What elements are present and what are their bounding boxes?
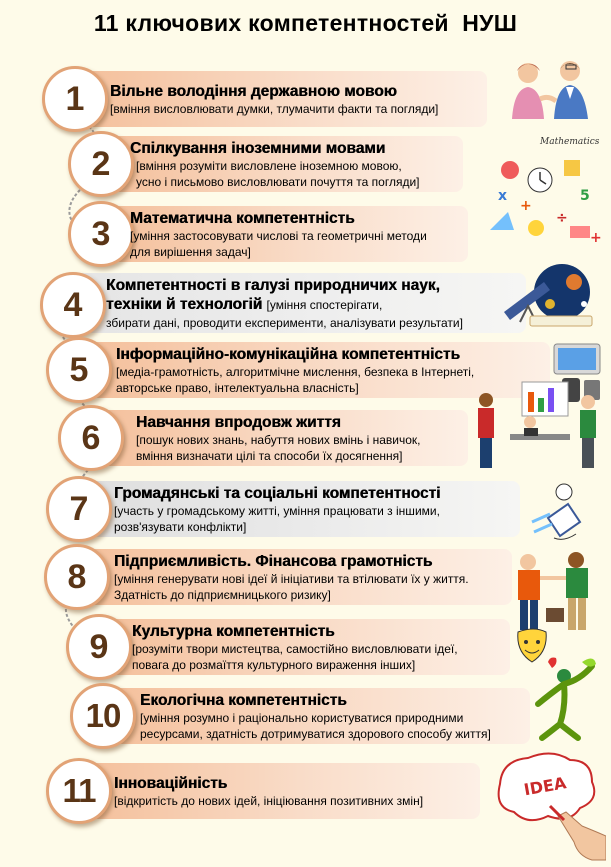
competence-name: Компетентності в галузі природничих наук… xyxy=(106,276,440,294)
theater-masks-illustration xyxy=(517,628,547,663)
competence-number: 2 xyxy=(68,131,134,197)
competence-5: 5 Інформаційно-комунікаційна компетентні… xyxy=(46,337,550,403)
competence-name: Громадянські та соціальні компетентності xyxy=(114,484,441,502)
competence-name-continued: техніки й технологій xyxy=(106,295,263,313)
competence-description: [уміння розумно і раціонально користуват… xyxy=(140,710,464,725)
competence-description: авторське право, інтелектуальна власніст… xyxy=(116,380,359,395)
competence-number: 11 xyxy=(46,758,112,824)
competence-description: [пошук нових знань, набуття нових вмінь … xyxy=(136,432,421,447)
mathematics-label: Mathematics xyxy=(539,137,600,147)
competence-name: Підприємливість. Фінансова грамотність xyxy=(114,552,433,570)
svg-text:+: + xyxy=(590,230,602,246)
competence-bar xyxy=(80,763,480,819)
competence-name: Екологічна компетентність xyxy=(140,691,347,709)
competence-number: 1 xyxy=(42,66,108,132)
competence-7: 7 Громадянські та соціальні компетентнос… xyxy=(46,476,520,542)
competence-1: 1 Вільне володіння державною мовою [вмін… xyxy=(42,66,487,132)
competence-3: 3 Математична компетентність [уміння зас… xyxy=(68,201,468,267)
competence-bar xyxy=(76,71,487,127)
competence-bar xyxy=(78,549,512,605)
competence-bar xyxy=(92,410,468,466)
competence-description: для вирішення задач] xyxy=(130,244,251,259)
competence-number: 6 xyxy=(58,405,124,471)
competence-description: [вміння розуміти висловлене іноземною мо… xyxy=(136,158,402,173)
competence-number: 3 xyxy=(68,201,134,267)
competence-description: [уміння застосовувати числові та геометр… xyxy=(130,228,427,243)
idea-sketch-illustration: IDEA xyxy=(497,752,606,861)
svg-text:+: + xyxy=(520,198,532,214)
competence-bar xyxy=(104,688,530,744)
competence-bar xyxy=(100,619,510,675)
competence-bar xyxy=(102,136,463,192)
competence-description: [відкритість до нових ідей, ініціювання … xyxy=(114,793,424,808)
office-people-illustration xyxy=(478,381,596,468)
competence-description: [уміння спостерігати, xyxy=(266,297,383,312)
competence-description: повага до розмаїття культурного вираженн… xyxy=(132,657,416,672)
competence-description: [вміння висловлювати думки, тлумачити фа… xyxy=(110,101,439,116)
competence-9: 9 Культурна компетентність [розуміти тво… xyxy=(66,614,510,680)
svg-text:x: x xyxy=(498,188,507,204)
reading-child-illustration xyxy=(531,483,582,540)
competence-number: 7 xyxy=(46,476,112,542)
page-title: 11 ключових компетентностей НУШ xyxy=(93,10,518,36)
competence-name: Інформаційно-комунікаційна компетентніст… xyxy=(116,345,461,363)
mathematics-illustration: Mathematics x 5 + ÷ + xyxy=(490,137,602,246)
competence-number: 8 xyxy=(44,544,110,610)
competence-description: [розуміти твори мистецтва, самостійно ви… xyxy=(132,641,458,656)
people-talking-illustration xyxy=(512,61,588,119)
telescope-illustration xyxy=(504,264,593,327)
competence-bar xyxy=(80,481,520,537)
competence-name: Спілкування іноземними мовами xyxy=(130,139,386,157)
ecology-figure-illustration xyxy=(535,657,596,741)
competence-name: Математична компетентність xyxy=(130,209,355,227)
competence-description: розв'язувати конфлікти] xyxy=(114,519,247,534)
competence-4: 4 Компетентності в галузі природничих на… xyxy=(40,268,526,338)
competence-11: 11 Інноваційність [відкритість до нових … xyxy=(46,758,480,824)
competence-bar xyxy=(102,206,468,262)
competence-description: [участь у громадському житті, уміння пра… xyxy=(114,503,440,518)
competence-description: [уміння генерувати нові ідеї й ініціатив… xyxy=(114,571,469,586)
competence-name: Культурна компетентність xyxy=(132,622,335,640)
business-people-illustration xyxy=(518,552,588,630)
svg-text:5: 5 xyxy=(580,188,590,204)
competence-description: усно і письмово висловлювати почуття та … xyxy=(136,174,420,189)
competence-description: вміння визначати цілі та способи їх дося… xyxy=(136,448,403,463)
competence-name: Інноваційність xyxy=(114,774,228,792)
competence-6: 6 Навчання впродовж життя [пошук нових з… xyxy=(58,405,468,471)
competence-bar xyxy=(80,342,550,398)
competence-description: збирати дані, проводити експерименти, ан… xyxy=(106,315,463,330)
svg-text:÷: ÷ xyxy=(556,210,568,226)
competence-number: 10 xyxy=(70,683,136,749)
competence-name: Навчання впродовж життя xyxy=(136,413,341,431)
competence-number: 5 xyxy=(46,337,112,403)
competence-bar xyxy=(74,273,526,333)
competence-description: Здатність до підприємницького ризику] xyxy=(114,587,331,602)
competence-10: 10 Екологічна компетентність [уміння роз… xyxy=(70,683,530,749)
competence-description: [медіа-грамотність, алгоритмічне мисленн… xyxy=(116,364,475,379)
competence-number: 9 xyxy=(66,614,132,680)
competence-2: 2 Спілкування іноземними мовами [вміння … xyxy=(68,131,463,197)
competence-number: 4 xyxy=(40,272,106,338)
competence-8: 8 Підприємливість. Фінансова грамотність… xyxy=(44,544,512,610)
competence-description: ресурсами, здатність дотримуватися здоро… xyxy=(140,726,491,741)
competence-name: Вільне володіння державною мовою xyxy=(110,82,397,100)
